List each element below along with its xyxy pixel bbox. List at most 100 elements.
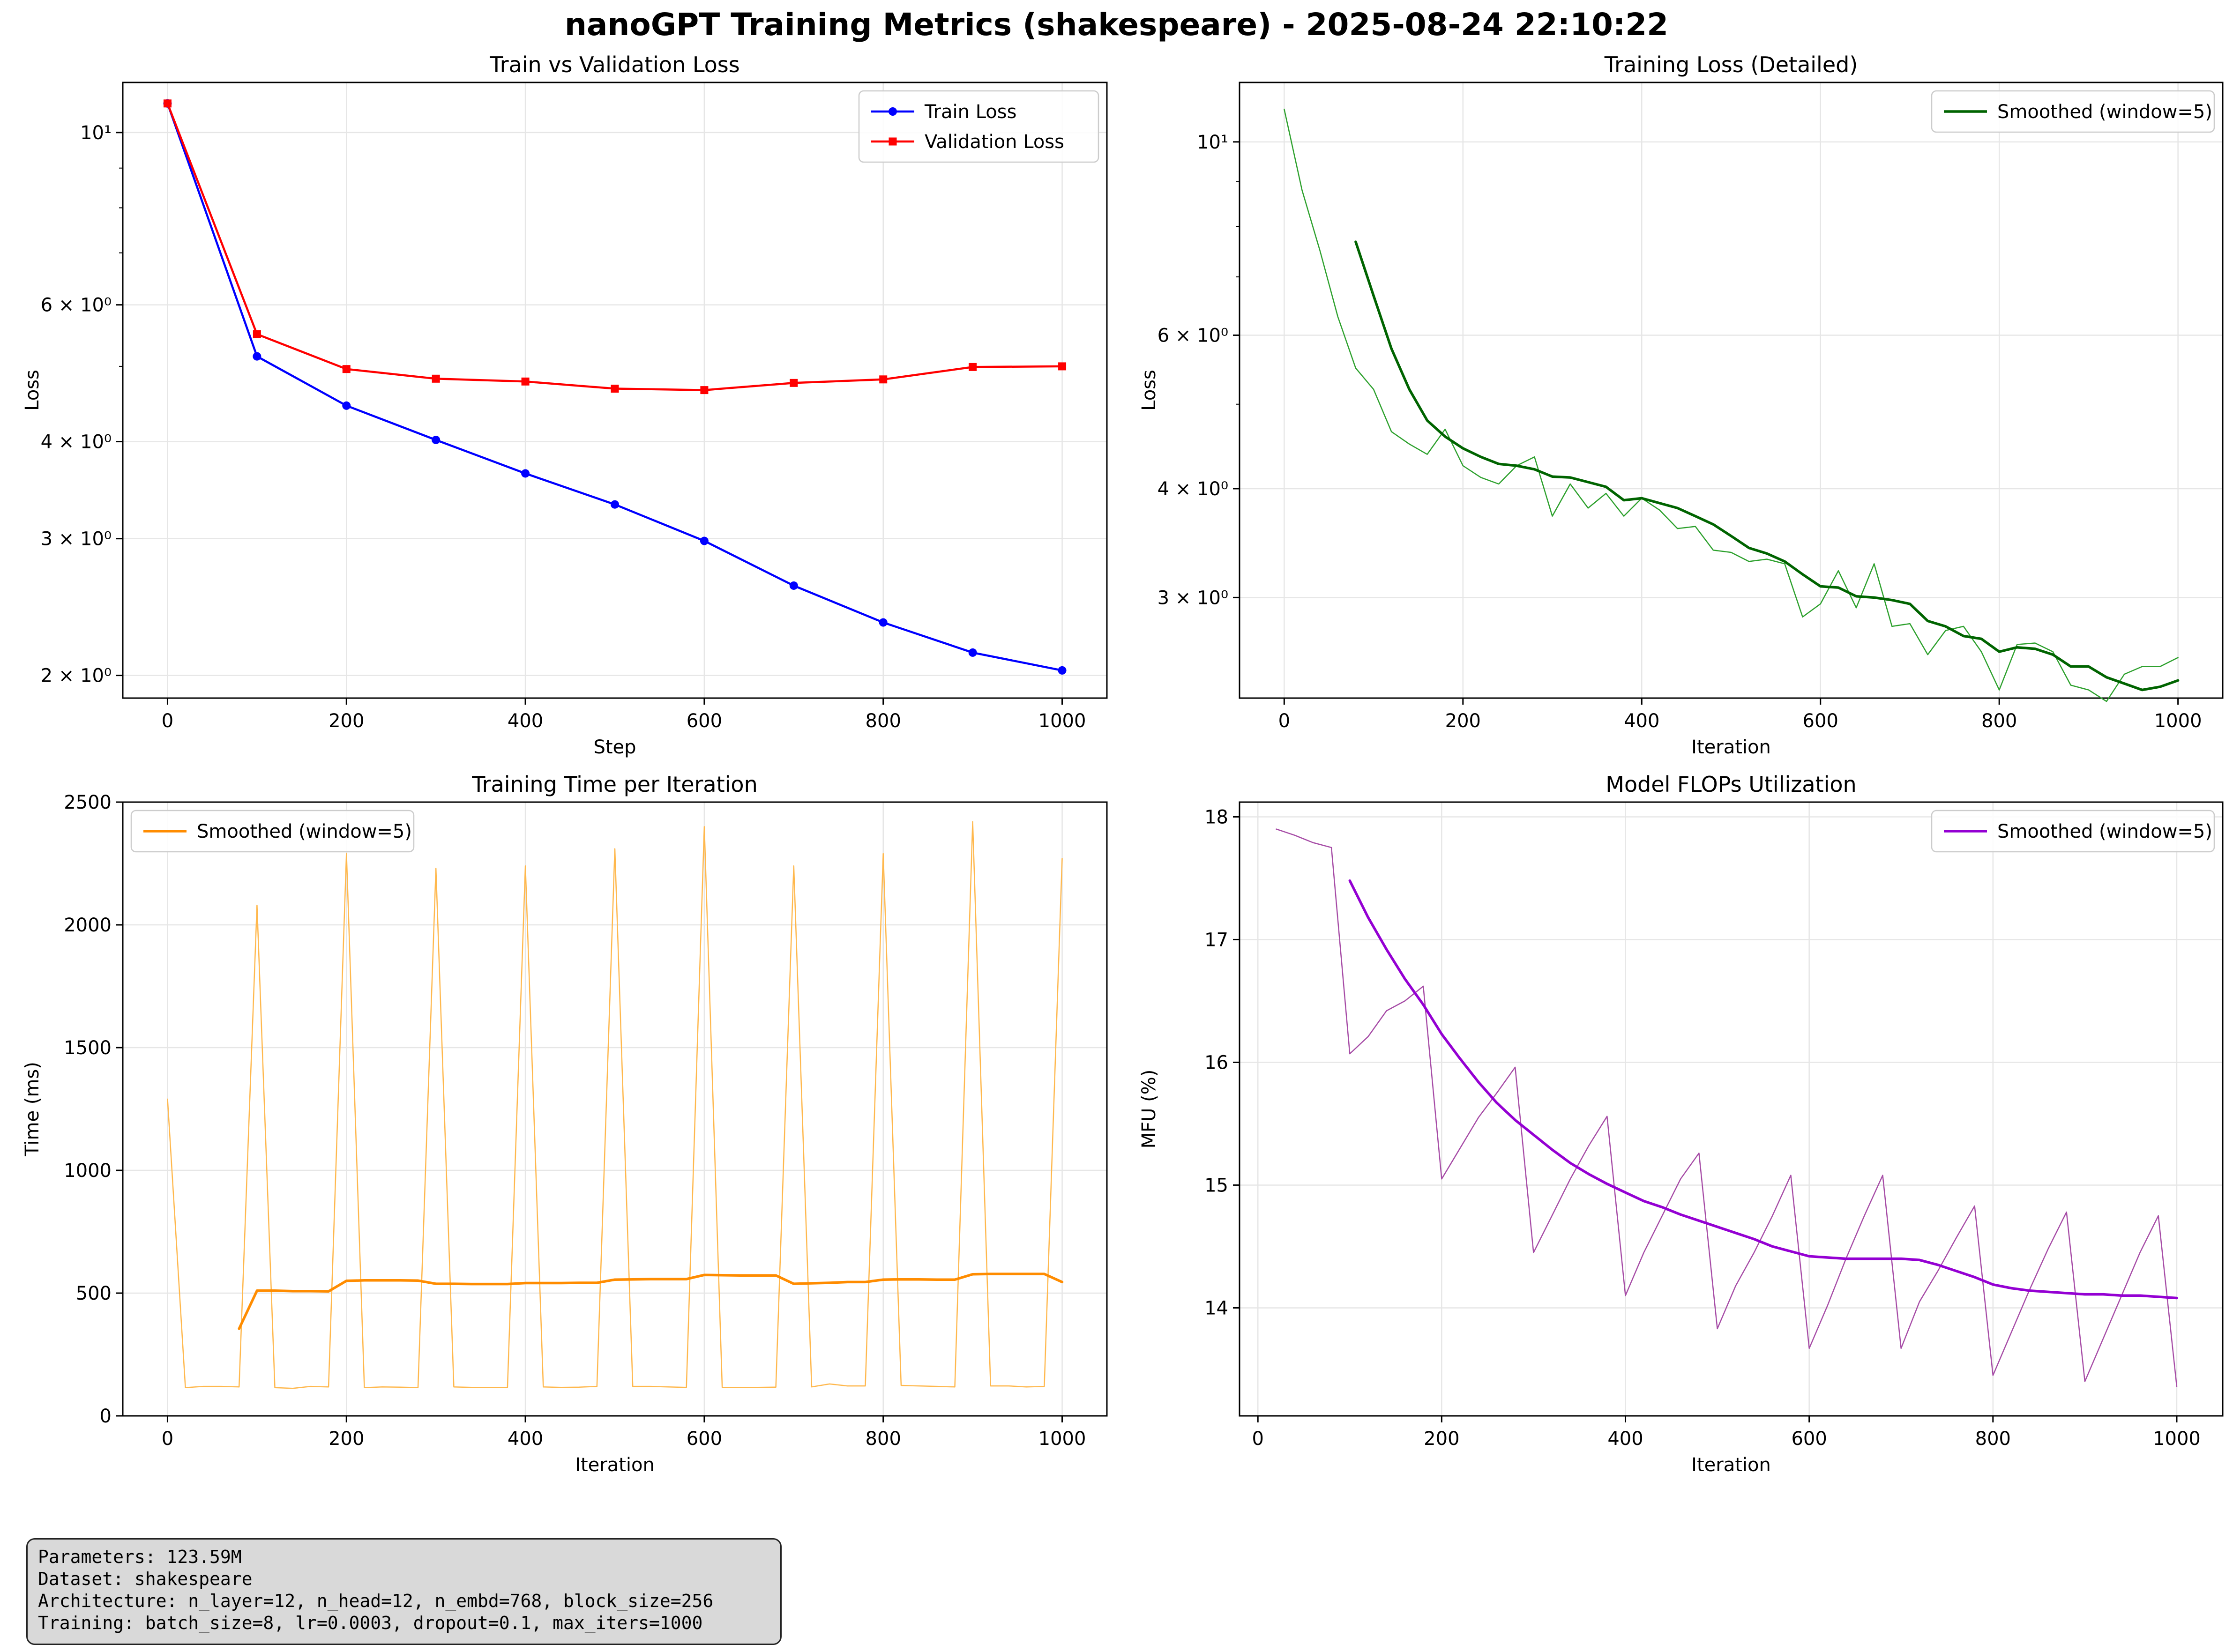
data-point bbox=[700, 536, 709, 545]
y-tick-label: 3 × 10⁰ bbox=[41, 528, 112, 550]
y-tick-label: 4 × 10⁰ bbox=[1158, 478, 1228, 500]
x-tick-label: 600 bbox=[1791, 1428, 1827, 1450]
data-point bbox=[342, 365, 351, 373]
data-point bbox=[521, 377, 530, 386]
legend-marker bbox=[889, 107, 897, 116]
x-tick-label: 400 bbox=[1624, 710, 1659, 732]
data-point bbox=[1058, 666, 1067, 675]
data-point bbox=[611, 500, 619, 509]
chart-title: Training Time per Iteration bbox=[471, 772, 757, 797]
x-tick-label: 1000 bbox=[1038, 710, 1086, 732]
x-tick-label: 1000 bbox=[1038, 1428, 1086, 1450]
x-tick-label: 600 bbox=[687, 710, 722, 732]
info-dataset: Dataset: shakespeare bbox=[38, 1569, 253, 1589]
legend-label: Validation Loss bbox=[925, 131, 1064, 153]
plot-frame bbox=[1239, 801, 2224, 1417]
y-tick-label: 4 × 10⁰ bbox=[41, 432, 112, 453]
plot-frame bbox=[1239, 82, 2224, 699]
data-point bbox=[521, 469, 530, 478]
x-tick-label: 800 bbox=[866, 710, 901, 732]
y-tick-label: 18 bbox=[1204, 806, 1228, 828]
legend-marker bbox=[889, 137, 897, 146]
data-point bbox=[790, 379, 798, 387]
y-tick-label: 10¹ bbox=[80, 122, 112, 144]
data-point bbox=[969, 363, 977, 371]
series-smoothed-window-5 bbox=[238, 1272, 1064, 1330]
legend-box bbox=[1931, 90, 2215, 133]
series-line bbox=[1354, 240, 2180, 692]
legend-label: Train Loss bbox=[924, 101, 1016, 123]
y-tick-label: 15 bbox=[1204, 1175, 1228, 1196]
legend-box bbox=[130, 810, 415, 853]
x-tick-label: 600 bbox=[687, 1428, 722, 1450]
legend-box bbox=[1931, 810, 2215, 853]
y-tick-label: 3 × 10⁰ bbox=[1158, 587, 1228, 609]
y-tick-label: 6 × 10⁰ bbox=[1158, 325, 1228, 346]
y-axis-label: MFU (%) bbox=[1138, 1070, 1160, 1149]
data-point bbox=[968, 648, 977, 657]
x-tick-label: 400 bbox=[1607, 1428, 1643, 1450]
y-axis-label: Loss bbox=[1138, 370, 1160, 411]
y-tick-label: 10¹ bbox=[1197, 132, 1228, 153]
x-tick-label: 400 bbox=[508, 1428, 543, 1450]
info-parameters: Parameters: 123.59M bbox=[38, 1547, 242, 1567]
legend: Smoothed (window=5) bbox=[1931, 90, 2215, 133]
x-tick-label: 200 bbox=[329, 1428, 364, 1450]
chart-title: Train vs Validation Loss bbox=[489, 52, 739, 77]
y-tick-label: 6 × 10⁰ bbox=[41, 295, 112, 316]
y-tick-label: 2000 bbox=[64, 915, 112, 936]
y-axis-label: Time (ms) bbox=[22, 1062, 43, 1157]
x-axis-label: Iteration bbox=[1691, 737, 1771, 758]
legend-label: Smoothed (window=5) bbox=[197, 821, 412, 842]
info-training: Training: batch_size=8, lr=0.0003, dropo… bbox=[38, 1613, 703, 1633]
data-point bbox=[611, 385, 619, 393]
data-point bbox=[253, 330, 261, 338]
data-point bbox=[1058, 362, 1067, 371]
model-info-box: Parameters: 123.59M Dataset: shakespeare… bbox=[26, 1538, 782, 1645]
plot-frame bbox=[122, 82, 1108, 699]
y-tick-label: 2500 bbox=[64, 792, 112, 813]
info-architecture: Architecture: n_layer=12, n_head=12, n_e… bbox=[38, 1591, 714, 1611]
data-point bbox=[789, 581, 798, 590]
series-line bbox=[238, 1272, 1064, 1330]
x-tick-label: 0 bbox=[162, 710, 173, 732]
y-tick-label: 17 bbox=[1204, 929, 1228, 951]
y-tick-label: 2 × 10⁰ bbox=[41, 665, 112, 687]
x-axis-label: Step bbox=[593, 737, 636, 758]
y-tick-label: 0 bbox=[100, 1406, 112, 1427]
x-tick-label: 0 bbox=[162, 1428, 173, 1450]
grid bbox=[1240, 802, 2223, 1416]
x-tick-label: 600 bbox=[1803, 710, 1838, 732]
x-tick-label: 1000 bbox=[2154, 710, 2202, 732]
y-tick-label: 1500 bbox=[64, 1037, 112, 1059]
y-tick-label: 14 bbox=[1204, 1297, 1228, 1319]
x-axis-label: Iteration bbox=[1691, 1454, 1771, 1476]
series-validation-loss bbox=[163, 99, 1067, 394]
data-point bbox=[432, 374, 440, 383]
figure-title: nanoGPT Training Metrics (shakespeare) -… bbox=[564, 7, 1669, 43]
data-point bbox=[163, 99, 172, 108]
legend: Smoothed (window=5) bbox=[1931, 810, 2215, 853]
data-point bbox=[700, 386, 709, 394]
legend: Smoothed (window=5) bbox=[130, 810, 415, 853]
chart-title: Model FLOPs Utilization bbox=[1606, 772, 1856, 797]
series-line bbox=[1276, 828, 2178, 1387]
legend: Train Loss Validation Loss bbox=[858, 90, 1099, 163]
series-smoothed-window-5 bbox=[1348, 879, 2178, 1300]
data-point bbox=[342, 401, 351, 410]
series-line bbox=[1284, 108, 2179, 702]
x-tick-label: 200 bbox=[1445, 710, 1481, 732]
x-axis-label: Iteration bbox=[575, 1454, 655, 1476]
x-tick-label: 800 bbox=[1981, 710, 2017, 732]
series-line bbox=[1348, 879, 2178, 1300]
series-time-raw bbox=[167, 821, 1063, 1389]
data-point bbox=[879, 618, 888, 627]
data-point bbox=[879, 375, 888, 384]
x-tick-label: 200 bbox=[329, 710, 364, 732]
legend-label: Smoothed (window=5) bbox=[1997, 821, 2212, 842]
x-tick-label: 0 bbox=[1252, 1428, 1263, 1450]
